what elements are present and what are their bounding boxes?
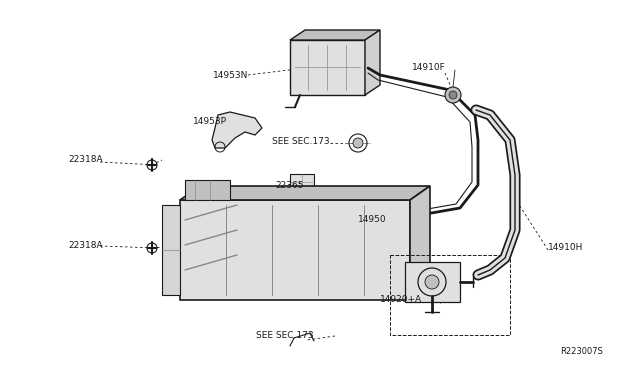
Bar <box>162 205 180 295</box>
Text: SEE SEC.173: SEE SEC.173 <box>272 138 330 147</box>
Text: 14953P: 14953P <box>193 118 227 126</box>
Circle shape <box>425 275 439 289</box>
Text: SEE SEC.173: SEE SEC.173 <box>256 330 314 340</box>
Bar <box>185 180 230 200</box>
Bar <box>180 200 410 300</box>
Bar <box>390 255 510 335</box>
Text: 14910F: 14910F <box>412 64 445 73</box>
Text: 22318A: 22318A <box>68 155 102 164</box>
Bar <box>405 262 460 302</box>
Text: 14950: 14950 <box>358 215 387 224</box>
Circle shape <box>445 87 461 103</box>
Text: R223007S: R223007S <box>560 347 603 356</box>
Bar <box>290 174 314 190</box>
Polygon shape <box>290 30 380 40</box>
Polygon shape <box>180 186 430 200</box>
Polygon shape <box>212 112 262 148</box>
Circle shape <box>449 91 457 99</box>
Polygon shape <box>410 186 430 300</box>
Text: 14920+A: 14920+A <box>380 295 422 305</box>
Text: 22365: 22365 <box>275 180 303 189</box>
Polygon shape <box>365 30 380 95</box>
Bar <box>290 40 365 95</box>
Text: 22318A: 22318A <box>68 241 102 250</box>
Text: 14910H: 14910H <box>548 244 584 253</box>
Circle shape <box>353 138 363 148</box>
Text: 14953N: 14953N <box>212 71 248 80</box>
